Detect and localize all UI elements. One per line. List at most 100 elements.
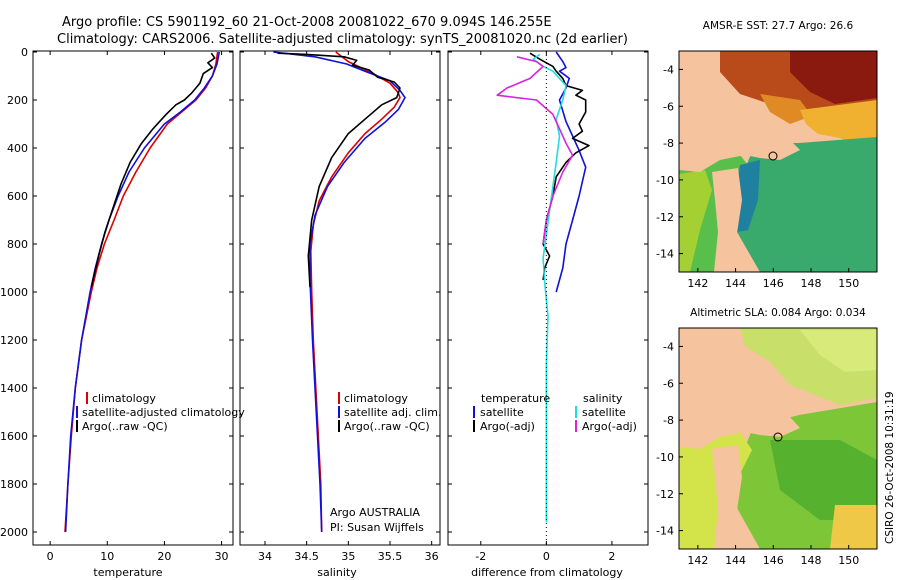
sst_map-ytick-label: -12 [656, 211, 674, 224]
argo-credit-line1: Argo AUSTRALIA [330, 506, 420, 519]
temperature-ytick-label: 1200 [0, 334, 28, 347]
temperature-xtick-label: 30 [215, 550, 229, 563]
header-line2: Climatology: CARS2006. Satellite-adjuste… [57, 32, 628, 47]
salinity-xlabel: salinity [317, 566, 357, 579]
sla_map-ytick-label: -6 [663, 377, 674, 390]
salinity-xtick-label: 34.5 [294, 550, 319, 563]
sla_map-xtick-label: 144 [725, 554, 746, 567]
sst_map-xtick-label: 142 [687, 277, 708, 290]
sla-map [678, 327, 878, 550]
salinity-legend: climatology satellite adj. clim. Argo(..… [338, 392, 441, 433]
salinity-series-line [273, 51, 406, 533]
temperature-xtick-label: 0 [47, 550, 54, 563]
legend-climatology-label: climatology [92, 392, 156, 405]
temperature-xlabel: temperature [93, 566, 162, 579]
sst-map-title: AMSR-E SST: 27.7 Argo: 26.6 [703, 20, 854, 32]
sla_map-ytick-label: -10 [656, 451, 674, 464]
temperature-ytick-label: 200 [7, 94, 28, 107]
sst_map-ytick-label: -10 [656, 174, 674, 187]
difference-xtick-label: -2 [475, 550, 486, 563]
sla_map-xtick-label: 150 [838, 554, 859, 567]
difference-xtick-label: 2 [608, 550, 615, 563]
sla_map-ytick-label: -14 [656, 525, 674, 538]
difference-series-line [496, 56, 574, 245]
sst-new-guinea-coast [679, 128, 800, 172]
sst-argo-marker [768, 151, 778, 161]
temperature-xtick-label: 10 [100, 550, 114, 563]
sst-cool-patch [736, 160, 760, 232]
sst-cape-york [712, 168, 742, 272]
salinity-xtick-label: 35.5 [378, 550, 403, 563]
difference-series-line [532, 53, 567, 523]
sst_map-ytick-label: -4 [663, 63, 674, 76]
difference-legend: temperature salinity satellite Argo(-adj… [473, 392, 637, 433]
salinity-xtick-label: 34 [258, 550, 272, 563]
temperature-series-line [64, 51, 219, 533]
legend-argo-label: Argo(..raw -QC) [82, 420, 168, 433]
tick-layer: 0 10 20 30020040060080010001200140016001800… [0, 46, 648, 563]
salinity-axes [239, 50, 441, 546]
sst-hottest-region [790, 51, 877, 104]
sla_map-ytick-label: -8 [663, 414, 674, 427]
salinity-xtick-label: 35 [341, 550, 355, 563]
legend-satellite-label: satellite-adjusted climatology [82, 406, 245, 419]
sla-new-guinea-coast [679, 405, 800, 449]
sst-yellow-band [800, 100, 877, 148]
sla-green-core [770, 440, 877, 520]
sst_map-ytick-label: -14 [656, 248, 674, 261]
sst_map-ytick-label: -6 [663, 100, 674, 113]
timestamp-label: CSIRO 26-Oct-2008 10:31:19 [884, 391, 896, 544]
sla_map-xtick-label: 148 [801, 554, 822, 567]
difference-series-line [555, 51, 587, 293]
temperature-ytick-label: 1000 [0, 286, 28, 299]
difference-xtick-label: 0 [543, 550, 550, 563]
sst_map-xtick-label: 146 [763, 277, 784, 290]
legend-salinity-title: salinity [583, 392, 623, 405]
map-tick-layer: 142 144 146 148 150 -4 -6 -8 -10 -12 -14 142 144 146 1… [656, 63, 859, 567]
legend-satellite-label: satellite adj. clim. [344, 406, 441, 419]
sst-gulf-shelf [679, 170, 712, 272]
sla_map-ytick-label: -12 [656, 488, 674, 501]
sst-map [678, 50, 878, 273]
sla_map-xtick-label: 146 [763, 554, 784, 567]
sst_map-xtick-label: 144 [725, 277, 746, 290]
salinity-xtick-label: 36 [425, 550, 439, 563]
sst_map-xtick-label: 148 [801, 277, 822, 290]
temperature-ytick-label: 400 [7, 142, 28, 155]
temperature-legend: climatology satellite-adjusted climatolo… [76, 392, 245, 433]
legend-temp-satellite-label: satellite [480, 406, 524, 419]
sla_map-xtick-label: 142 [687, 554, 708, 567]
temperature-ytick-label: 600 [7, 190, 28, 203]
legend-sal-satellite-label: satellite [582, 406, 626, 419]
temperature-ytick-label: 1400 [0, 382, 28, 395]
sst-map-frame [678, 50, 878, 273]
legend-argo-label: Argo(..raw -QC) [344, 420, 430, 433]
series-layer [64, 51, 590, 533]
sla-map-title: Altimetric SLA: 0.084 Argo: 0.034 [690, 307, 866, 319]
temperature-ytick-label: 800 [7, 238, 28, 251]
sst-orange-patch [760, 94, 812, 124]
sst_map-xtick-label: 150 [838, 277, 859, 290]
sla-north-band [800, 330, 877, 372]
difference-axes [447, 50, 649, 546]
temperature-series-line [64, 51, 221, 533]
temperature-ytick-label: 1800 [0, 478, 28, 491]
legend-sal-argo-label: Argo(-adj) [582, 420, 637, 433]
legend-temp-argo-label: Argo(-adj) [480, 420, 535, 433]
temperature-ytick-label: 2000 [0, 526, 28, 539]
difference-xlabel: difference from climatology [471, 566, 623, 579]
sst-coral-sea [736, 137, 877, 272]
legend-temperature-title: temperature [481, 392, 550, 405]
sla-cape-york [712, 445, 742, 549]
temperature-ytick-label: 1600 [0, 430, 28, 443]
temperature-series-line [90, 52, 216, 288]
difference-series-line [529, 52, 590, 281]
sla-map-frame [678, 327, 878, 550]
sla_map-ytick-label: -4 [663, 340, 674, 353]
header-line1: Argo profile: CS 5901192_60 21-Oct-2008 … [62, 15, 552, 30]
legend-climatology-label: climatology [344, 392, 408, 405]
temperature-axes [32, 50, 234, 546]
salinity-series-line [309, 51, 401, 533]
sla-argo-marker [773, 432, 783, 442]
